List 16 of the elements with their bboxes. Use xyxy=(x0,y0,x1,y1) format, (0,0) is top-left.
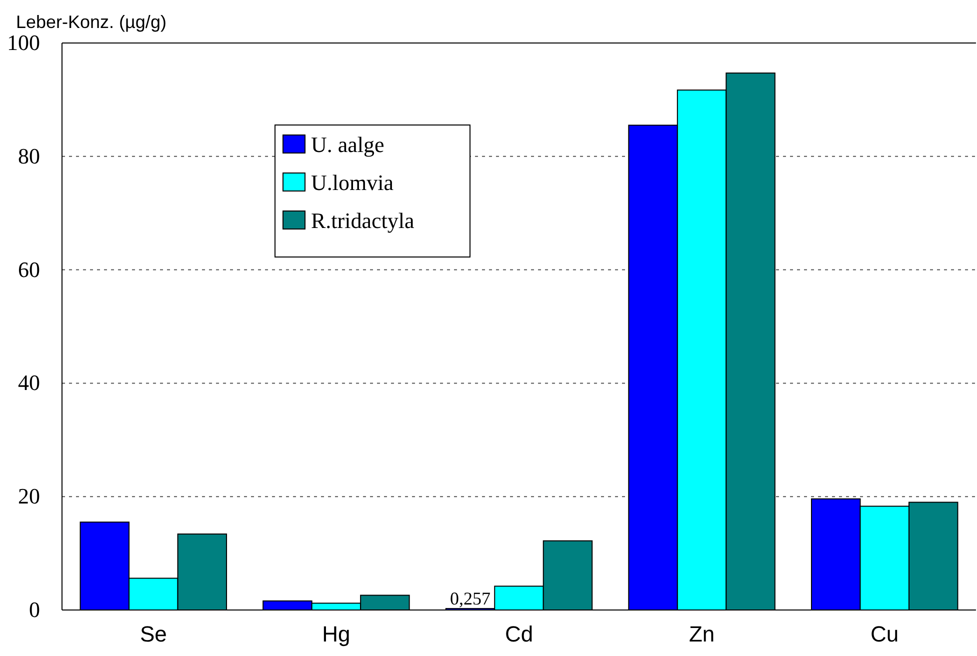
x-tick-label: Se xyxy=(140,622,167,647)
y-tick-label: 20 xyxy=(18,484,40,509)
y-tick-label: 0 xyxy=(29,597,40,622)
y-tick-label: 40 xyxy=(18,370,40,396)
y-tick-label: 100 xyxy=(7,30,40,56)
x-tick-label: Hg xyxy=(322,622,350,647)
x-tick-label: Cu xyxy=(870,622,899,647)
data-label: 0,257 xyxy=(450,588,491,609)
x-tick-label: Zn xyxy=(688,622,715,647)
legend-label: R.tridactyla xyxy=(311,208,414,233)
legend-label: U. aalge xyxy=(311,132,384,157)
legend-label: U.lomvia xyxy=(311,170,394,195)
y-tick-label: 80 xyxy=(18,143,40,168)
y-tick-label: 60 xyxy=(18,256,40,282)
y-axis-title: Leber-Konz. (µg/g) xyxy=(16,12,166,32)
x-tick-label: Cd xyxy=(504,622,534,647)
